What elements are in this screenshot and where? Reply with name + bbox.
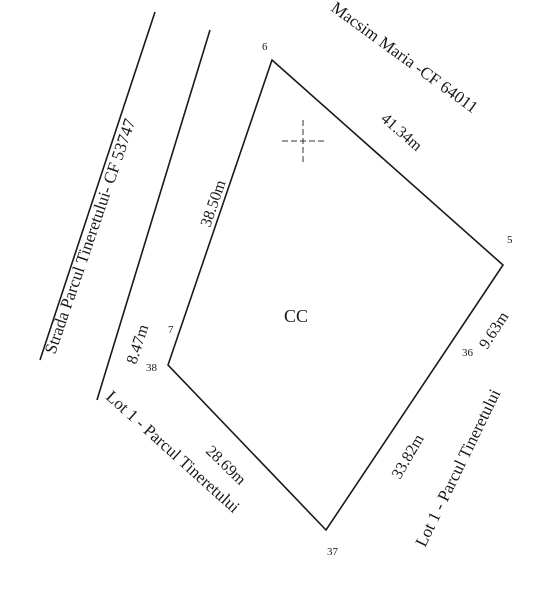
point-label-7: 7 xyxy=(168,324,174,336)
segment-length-6-5: 41.34m xyxy=(377,110,425,155)
parcel-outline xyxy=(167,58,505,532)
street-line-inner xyxy=(96,29,211,401)
street-label-left: Strada Parcul Tineretului- CF 53747 xyxy=(41,116,140,357)
neighbor-label-top: Macsim Maria -CF 64011 xyxy=(328,0,482,117)
point-label-6: 6 xyxy=(262,41,268,53)
parcel-label: CC xyxy=(284,306,308,326)
segment-length-5-36: 9.63m xyxy=(476,309,513,353)
point-label-38: 38 xyxy=(146,362,158,374)
point-label-36: 36 xyxy=(462,347,474,359)
cross-marker-icon xyxy=(282,120,327,162)
neighbor-label-right: Lot 1 - Parcul Tineretului xyxy=(412,386,505,550)
segment-length-36-37: 33.82m xyxy=(389,431,428,482)
segment-length-38-7: 8.47m xyxy=(124,322,153,366)
street-line-outer xyxy=(39,11,156,361)
segment-length-7-6: 38.50m xyxy=(198,177,230,229)
point-label-5: 5 xyxy=(507,234,513,246)
point-label-37: 37 xyxy=(327,546,339,558)
